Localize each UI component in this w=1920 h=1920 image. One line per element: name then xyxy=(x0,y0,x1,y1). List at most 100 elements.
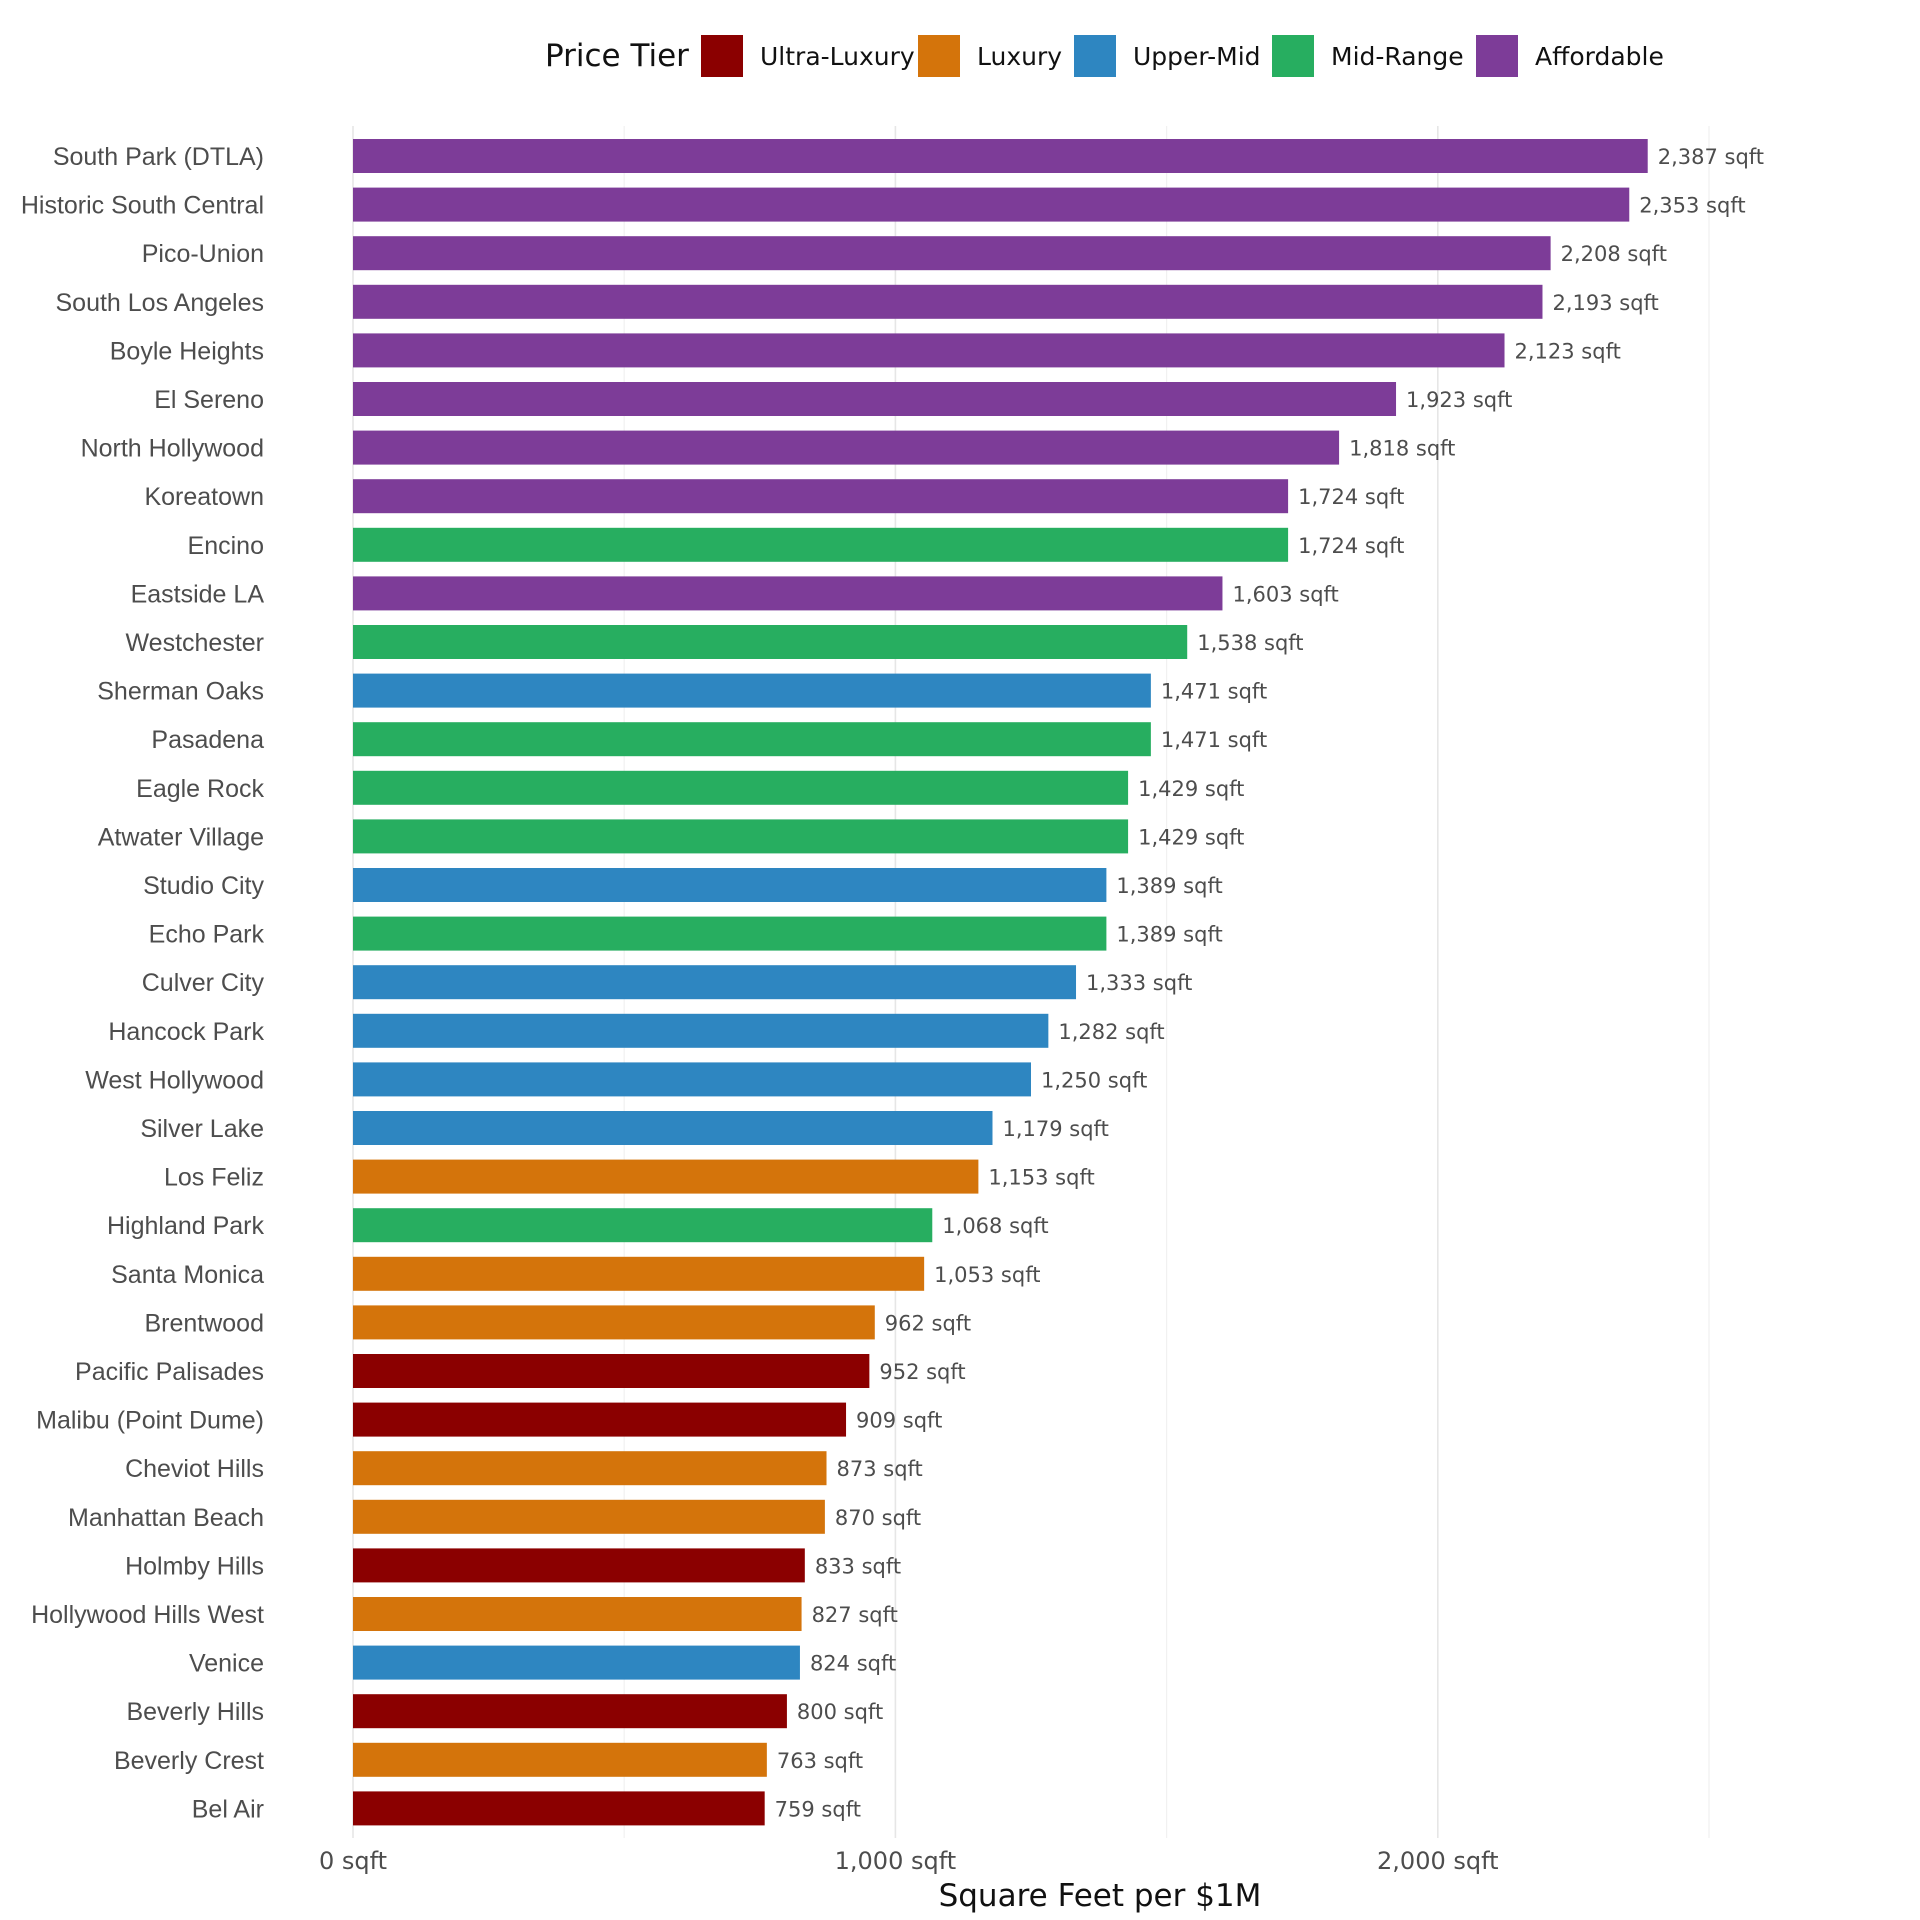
bar xyxy=(353,479,1289,514)
bar-layer xyxy=(353,139,1648,1826)
value-label: 1,724 sqft xyxy=(1298,534,1404,558)
bar xyxy=(353,1402,847,1437)
value-label: 2,353 sqft xyxy=(1639,194,1745,218)
legend-swatch xyxy=(701,35,743,77)
value-label: 870 sqft xyxy=(835,1506,921,1530)
value-label: 763 sqft xyxy=(777,1749,863,1773)
category-label: Silver Lake xyxy=(140,1115,264,1143)
value-label: 1,153 sqft xyxy=(988,1166,1094,1190)
bar xyxy=(353,1013,1049,1048)
bar xyxy=(353,1354,870,1388)
x-axis: 0 sqft 1,000 sqft 2,000 sqft xyxy=(319,1847,1499,1875)
value-label: 909 sqft xyxy=(856,1409,942,1433)
category-label: Manhattan Beach xyxy=(68,1504,264,1532)
category-label: Santa Monica xyxy=(111,1261,264,1289)
value-label: 873 sqft xyxy=(837,1457,923,1481)
value-label: 759 sqft xyxy=(775,1797,861,1821)
bar xyxy=(353,1256,925,1291)
category-label: Sherman Oaks xyxy=(97,678,264,706)
legend-label: Ultra-Luxury xyxy=(760,42,915,71)
legend-swatch xyxy=(1074,35,1116,77)
category-label: Pico-Union xyxy=(142,240,264,268)
category-label: North Hollywood xyxy=(81,435,264,463)
bar xyxy=(353,236,1551,271)
value-label: 1,389 sqft xyxy=(1116,923,1222,947)
category-label: West Hollywood xyxy=(85,1066,264,1094)
value-label: 952 sqft xyxy=(879,1360,965,1384)
category-label: Eastside LA xyxy=(131,580,265,608)
value-label: 833 sqft xyxy=(815,1554,901,1578)
bar xyxy=(353,576,1223,611)
bar xyxy=(353,1548,805,1583)
value-label: 1,179 sqft xyxy=(1002,1117,1108,1141)
category-label: Hancock Park xyxy=(108,1018,264,1046)
category-label: Atwater Village xyxy=(98,823,264,851)
bar xyxy=(353,1305,875,1340)
value-label: 962 sqft xyxy=(885,1311,971,1335)
bar xyxy=(353,382,1397,416)
value-label: 1,250 sqft xyxy=(1041,1068,1147,1092)
category-label: Brentwood xyxy=(144,1309,264,1337)
category-label: Boyle Heights xyxy=(110,337,264,365)
category-label: Pasadena xyxy=(151,726,264,754)
value-label: 1,068 sqft xyxy=(942,1214,1048,1238)
value-label: 1,282 sqft xyxy=(1058,1020,1164,1044)
legend-title: Price Tier xyxy=(545,38,689,74)
legend-swatch xyxy=(1476,35,1518,77)
legend-label: Luxury xyxy=(977,42,1062,71)
x-tick-label: 2,000 sqft xyxy=(1377,1847,1499,1875)
bar xyxy=(353,819,1129,854)
category-label: Venice xyxy=(189,1650,264,1678)
category-label: Echo Park xyxy=(149,921,265,949)
bar xyxy=(353,1694,787,1729)
bar xyxy=(353,868,1107,902)
bar xyxy=(353,770,1129,805)
bar xyxy=(353,1499,825,1534)
bar xyxy=(353,625,1188,659)
bar xyxy=(353,1111,993,1145)
category-label: South Park (DTLA) xyxy=(53,143,264,171)
category-label: Malibu (Point Dume) xyxy=(36,1407,264,1435)
category-label: Koreatown xyxy=(144,483,264,511)
value-label: 2,208 sqft xyxy=(1561,242,1667,266)
category-label: Hollywood Hills West xyxy=(31,1601,264,1629)
bar xyxy=(353,1645,800,1680)
value-label: 1,724 sqft xyxy=(1298,485,1404,509)
category-label: Beverly Hills xyxy=(126,1698,264,1726)
bar xyxy=(353,1208,933,1243)
value-label: 1,923 sqft xyxy=(1406,388,1512,412)
category-label: Highland Park xyxy=(107,1212,265,1240)
value-label: 1,471 sqft xyxy=(1161,728,1267,752)
value-label: 1,333 sqft xyxy=(1086,971,1192,995)
category-label: Holmby Hills xyxy=(125,1552,264,1580)
category-label: El Sereno xyxy=(154,386,264,414)
bar xyxy=(353,1742,767,1777)
label-layer: South Park (DTLA) 2,387 sqft Historic Sout… xyxy=(21,143,1764,1823)
bar xyxy=(353,139,1648,173)
value-label: 1,471 sqft xyxy=(1161,680,1267,704)
legend-label: Upper-Mid xyxy=(1133,42,1261,71)
x-tick-label: 0 sqft xyxy=(319,1847,387,1875)
category-label: Westchester xyxy=(126,629,264,657)
category-label: Culver City xyxy=(142,969,265,997)
bar xyxy=(353,1159,979,1194)
value-label: 1,603 sqft xyxy=(1232,582,1338,606)
category-label: Eagle Rock xyxy=(136,775,264,803)
legend-label: Affordable xyxy=(1535,42,1664,71)
bar xyxy=(353,673,1151,708)
bar xyxy=(353,284,1543,319)
category-label: Studio City xyxy=(143,872,264,900)
value-label: 1,429 sqft xyxy=(1138,777,1244,801)
bar xyxy=(353,722,1151,757)
bar xyxy=(353,187,1630,222)
value-label: 1,429 sqft xyxy=(1138,825,1244,849)
value-label: 824 sqft xyxy=(810,1652,896,1676)
value-label: 1,389 sqft xyxy=(1116,874,1222,898)
category-label: Historic South Central xyxy=(21,192,264,220)
bar xyxy=(353,1791,765,1826)
value-label: 800 sqft xyxy=(797,1700,883,1724)
category-label: Pacific Palisades xyxy=(75,1358,264,1386)
bar xyxy=(353,1062,1031,1097)
